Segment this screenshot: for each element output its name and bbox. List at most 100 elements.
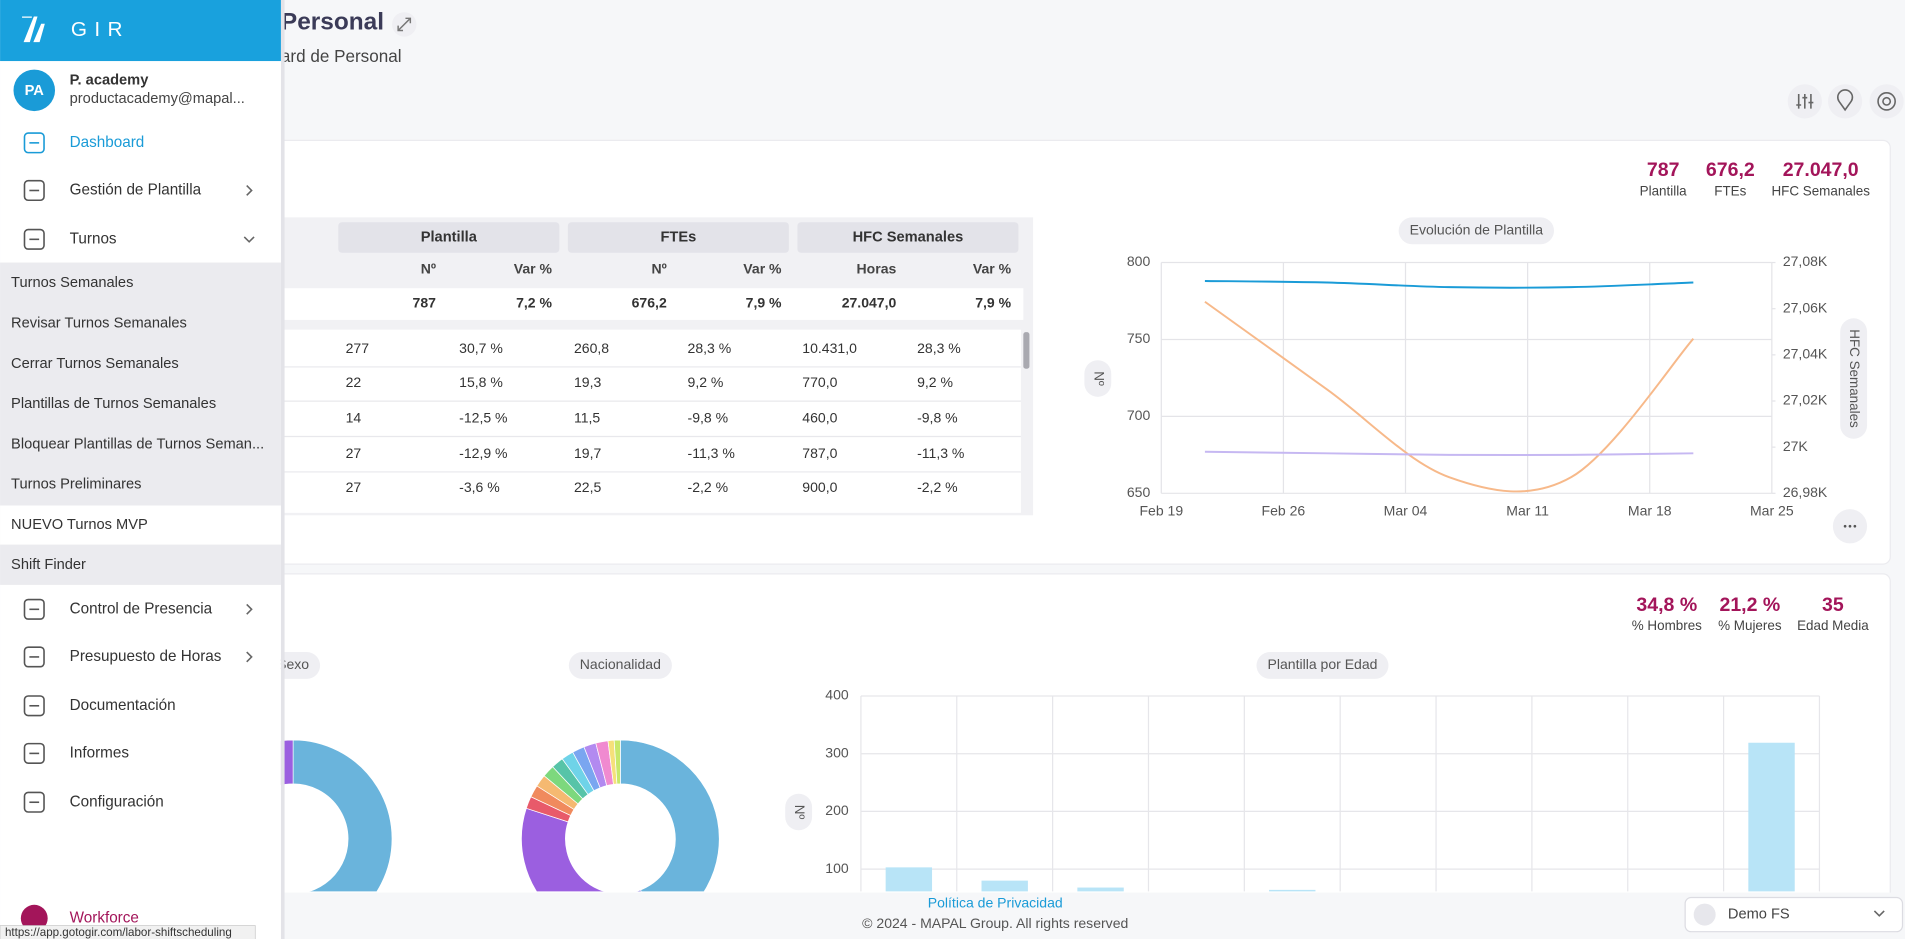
table-cell: -12,9 %: [459, 445, 507, 461]
kpi-value: 34,8 %: [1636, 594, 1697, 616]
scrollbar-thumb: [1023, 332, 1030, 369]
table-cell: 30,7 %: [459, 340, 503, 356]
chart-title-pill: Plantilla por Edad: [1256, 652, 1389, 679]
y-axis-label-pill: Nº: [785, 793, 813, 831]
menu-chevron: [246, 185, 253, 196]
table-cell: -3,6 %: [459, 479, 500, 495]
submenu-item[interactable]: Shift Finder: [11, 557, 86, 573]
menu-item[interactable]: Gestión de Plantilla: [70, 182, 202, 199]
menu-item[interactable]: Dashboard: [70, 134, 145, 151]
y-axis-label-pill: Nº: [1084, 360, 1112, 397]
submenu-item[interactable]: Revisar Turnos Semanales: [11, 315, 187, 331]
pie-slice: [613, 739, 621, 785]
table-cell: -9,8 %: [688, 410, 729, 426]
selector-value: Demo FS: [1728, 906, 1790, 922]
table-cell: -2,2 %: [917, 479, 958, 495]
y2-tick-label: 27,06K: [1783, 299, 1828, 315]
menu-icon: [23, 598, 45, 620]
selector-chevron: [1873, 910, 1885, 917]
submenu-item[interactable]: Bloquear Plantillas de Turnos Seman...: [11, 436, 264, 452]
toolbar-button[interactable]: [1828, 84, 1863, 119]
table-cell: 260,8: [574, 340, 609, 356]
menu-item[interactable]: Control de Presencia: [70, 600, 213, 617]
menu-item[interactable]: Configuración: [70, 793, 164, 810]
menu-icon: [23, 742, 45, 764]
y-tick-label: 700: [1127, 407, 1151, 423]
column-header: Var %: [514, 261, 553, 277]
table-cell: 22,5: [574, 479, 602, 495]
bar: [1269, 889, 1316, 892]
status-url: https://app.gotogir.com/labor-shiftsched…: [5, 926, 232, 939]
menu-icon: [23, 791, 45, 813]
total-cell: 7,9 %: [975, 295, 1011, 311]
toolbar-button[interactable]: [1787, 84, 1822, 119]
user-avatar: [13, 69, 56, 112]
column-header: Horas: [857, 261, 897, 277]
menu-icon: [23, 695, 45, 717]
y2-tick-label: 27,02K: [1783, 392, 1828, 408]
column-header: Nº: [652, 261, 667, 277]
toolbar-circle: [1869, 84, 1904, 119]
chart-title: Sexo: [277, 656, 309, 672]
total-cell: 787: [413, 295, 437, 311]
submenu-item[interactable]: Plantillas de Turnos Semanales: [11, 396, 216, 412]
menu-chevron: [243, 236, 255, 243]
kpi-value: 676,2: [1706, 159, 1755, 181]
more-dot: [1853, 524, 1857, 528]
menu-item[interactable]: Informes: [70, 744, 130, 761]
total-cell: 7,2 %: [516, 295, 552, 311]
submenu-item[interactable]: NUEVO Turnos MVP: [11, 517, 148, 533]
location-selector[interactable]: Demo FS: [1684, 896, 1904, 933]
privacy-link[interactable]: Política de Privacidad: [928, 894, 1063, 910]
toolbar-button[interactable]: [1869, 84, 1904, 119]
kpi-label: % Mujeres: [1718, 618, 1782, 633]
kpi-value: 21,2 %: [1719, 594, 1780, 616]
pill-background: [1084, 360, 1112, 397]
group-header: HFC Semanales: [853, 229, 964, 245]
chart-title: Nacionalidad: [580, 656, 661, 672]
bar: [1748, 742, 1795, 892]
y-tick-label: 650: [1127, 484, 1151, 500]
series-line: [1204, 280, 1694, 289]
submenu-item[interactable]: Turnos Preliminares: [11, 477, 141, 493]
kpi-label: % Hombres: [1632, 618, 1702, 633]
pill-background: [1256, 652, 1389, 679]
column-header: Var %: [743, 261, 782, 277]
x-tick-label: Feb 19: [1139, 502, 1183, 518]
menu-item[interactable]: Presupuesto de Horas: [70, 648, 222, 665]
group-header-background: [338, 222, 560, 253]
table-cell: -12,5 %: [459, 410, 507, 426]
user-email: productacademy@mapal...: [70, 91, 245, 107]
table-cell: 19,3: [574, 374, 602, 390]
x-tick-label: Feb 26: [1262, 502, 1306, 518]
pill-background: [1840, 318, 1868, 439]
sidebar-shadow: [280, 0, 285, 939]
submenu-item[interactable]: Cerrar Turnos Semanales: [11, 356, 179, 372]
toolbar-icon: [1796, 94, 1814, 109]
y2-tick-label: 27,04K: [1783, 346, 1828, 362]
group-header: Plantilla: [421, 229, 478, 245]
submenu-hover: [0, 505, 281, 545]
selector-box: [1684, 896, 1904, 933]
bar: [1077, 887, 1124, 892]
menu-icon: [23, 179, 45, 202]
brand-bar: [0, 0, 281, 62]
submenu-item[interactable]: Turnos Semanales: [11, 275, 133, 291]
expand-button[interactable]: [392, 12, 417, 37]
sidebar: GIR PA P. academy productacademy@mapal... Da…: [0, 0, 285, 939]
menu-item[interactable]: Documentación: [70, 697, 176, 714]
column-header: Nº: [421, 261, 436, 277]
pill-background: [785, 793, 813, 831]
table-cell: 14: [346, 410, 362, 426]
y-tick-label: 200: [825, 802, 849, 818]
app-switcher[interactable]: Workforce: [70, 909, 139, 926]
y2-tick-label: 26,98K: [1783, 484, 1828, 500]
more-button[interactable]: [1832, 509, 1868, 544]
y2-tick-label: 27K: [1783, 438, 1809, 454]
x-tick-label: Mar 04: [1384, 502, 1428, 518]
chart-title-pill: Evolución de Plantilla: [1398, 217, 1555, 245]
series-line: [1204, 450, 1694, 457]
table-cell: -9,8 %: [917, 410, 958, 426]
pie-slice: [521, 807, 638, 892]
menu-item[interactable]: Turnos: [70, 230, 117, 247]
